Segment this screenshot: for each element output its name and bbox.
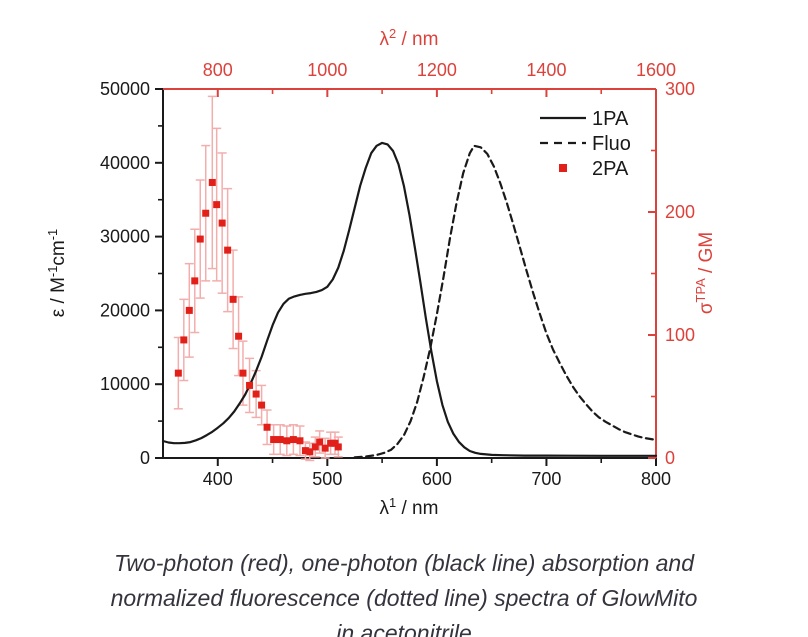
2pa-point <box>174 369 182 377</box>
2pa-point <box>321 444 329 452</box>
2pa-point <box>239 369 247 377</box>
svg-text:1000: 1000 <box>307 60 347 80</box>
2pa-point <box>246 381 254 389</box>
series-2pa-points <box>174 178 342 456</box>
svg-text:Fluo: Fluo <box>592 133 631 155</box>
2pa-point <box>185 306 193 314</box>
series-1pa-line <box>161 141 658 457</box>
y-axis-left: 0 10000 20000 30000 40000 50000 ε / M-1cm-1 <box>45 79 163 468</box>
svg-text:10000: 10000 <box>100 374 150 394</box>
svg-text:30000: 30000 <box>100 227 150 247</box>
svg-text:200: 200 <box>665 202 695 222</box>
2pa-point <box>258 401 266 409</box>
y-axis-right: 0 100 200 300 σTPA / GM <box>648 79 717 468</box>
caption-line-1: Two-photon (red), one-photon (black line… <box>113 550 695 576</box>
svg-text:0: 0 <box>665 448 675 468</box>
2pa-point <box>270 436 278 444</box>
axes <box>162 88 657 459</box>
x-axis-bottom: 400 500 600 700 800 λ1 / nm <box>203 458 671 519</box>
2pa-point <box>311 443 319 451</box>
figure-caption: Two-photon (red), one-photon (black line… <box>44 546 764 637</box>
2pa-point <box>229 295 237 303</box>
2pa-point <box>213 201 221 209</box>
2pa-point <box>263 423 271 431</box>
svg-text:1200: 1200 <box>417 60 457 80</box>
2pa-point <box>180 336 188 344</box>
caption-line-3: in acetonitrile <box>336 620 472 637</box>
svg-text:λ1 / nm: λ1 / nm <box>380 495 439 519</box>
2pa-point <box>224 246 232 254</box>
2pa-point <box>296 437 304 445</box>
svg-text:600: 600 <box>422 469 452 489</box>
2pa-point <box>196 235 204 243</box>
2pa-point <box>218 219 226 227</box>
2pa-point <box>331 439 339 447</box>
svg-text:500: 500 <box>312 469 342 489</box>
2pa-point <box>252 390 260 398</box>
series-fluo-line <box>353 144 658 459</box>
svg-text:1600: 1600 <box>636 60 676 80</box>
series-2pa-errorbars <box>173 95 343 462</box>
2pa-point <box>202 209 210 217</box>
svg-text:50000: 50000 <box>100 79 150 99</box>
2pa-point <box>327 439 335 447</box>
svg-text:800: 800 <box>641 469 671 489</box>
svg-text:ε / M-1cm-1: ε / M-1cm-1 <box>45 229 69 317</box>
svg-text:0: 0 <box>140 448 150 468</box>
2pa-point <box>191 277 199 285</box>
2pa-point <box>235 332 243 340</box>
svg-text:800: 800 <box>203 60 233 80</box>
caption-line-2: normalized fluorescence (dotted line) sp… <box>110 585 698 611</box>
2pa-point <box>276 436 284 444</box>
svg-text:σTPA / GM: σTPA / GM <box>693 232 717 314</box>
svg-text:20000: 20000 <box>100 300 150 320</box>
svg-text:1400: 1400 <box>526 60 566 80</box>
svg-text:300: 300 <box>665 79 695 99</box>
2pa-point <box>316 438 324 446</box>
svg-text:700: 700 <box>531 469 561 489</box>
svg-text:40000: 40000 <box>100 153 150 173</box>
2pa-point <box>208 178 216 186</box>
2pa-point <box>306 448 314 456</box>
2pa-point <box>334 443 342 451</box>
2pa-point <box>289 436 297 444</box>
x-axis-top: 800 1000 1200 1400 1600 λ2 / nm <box>203 26 676 97</box>
svg-text:1PA: 1PA <box>592 108 629 130</box>
legend-2pa-marker <box>559 164 567 172</box>
svg-text:100: 100 <box>665 325 695 345</box>
spectra-chart: 400 500 600 700 800 λ1 / nm 800 1000 1200 1400 160… <box>45 26 717 519</box>
2pa-point <box>283 437 291 445</box>
svg-text:400: 400 <box>203 469 233 489</box>
svg-text:2PA: 2PA <box>592 158 629 180</box>
2pa-point <box>301 447 309 455</box>
svg-text:λ2 / nm: λ2 / nm <box>380 26 439 50</box>
legend: 1PA Fluo 2PA <box>540 108 631 180</box>
